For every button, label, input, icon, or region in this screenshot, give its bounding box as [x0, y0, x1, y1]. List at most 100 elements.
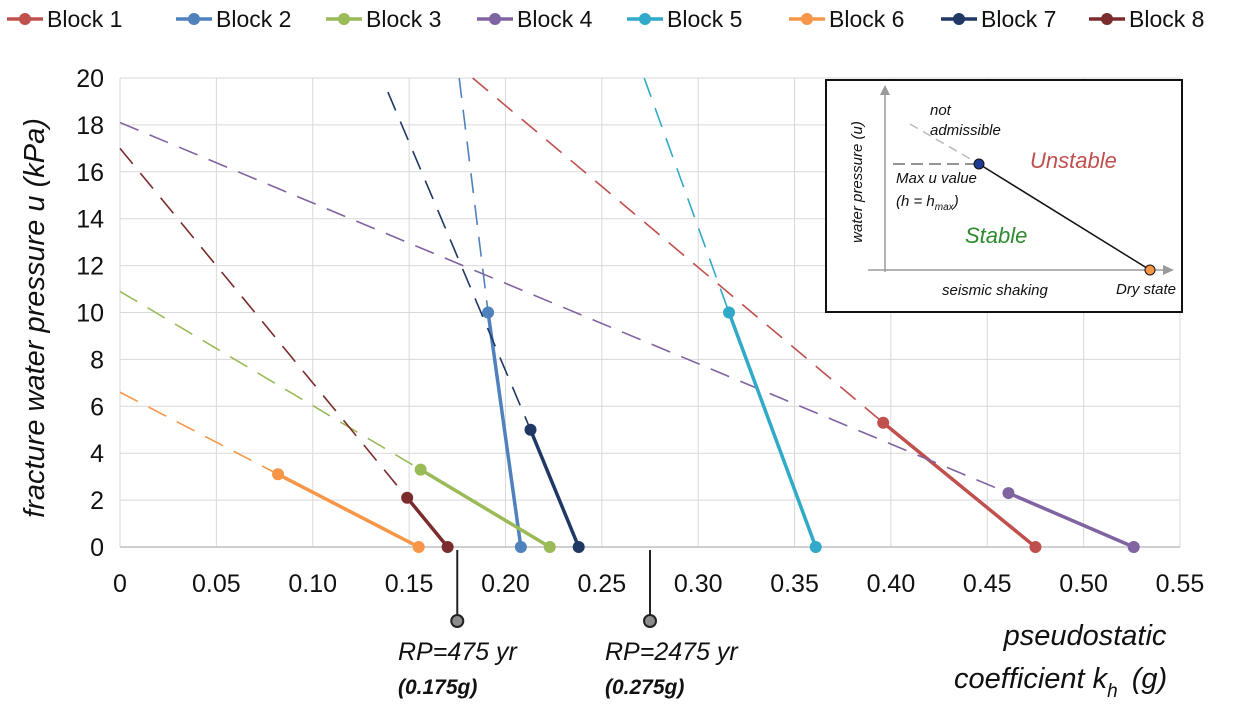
series-dashed-line [472, 77, 884, 424]
series-solid-line [276, 472, 421, 549]
x-tick-label: 0.15 [385, 570, 434, 598]
inset-not-admissible-2: admissible [930, 122, 1001, 139]
legend-item: Block 4 [477, 6, 593, 32]
x-tick-label: 0.50 [1059, 570, 1108, 598]
data-point [412, 541, 425, 553]
data-point [272, 468, 285, 481]
rp-label: RP=475 yr [398, 638, 518, 666]
data-point [1002, 487, 1015, 500]
inset-max-u-hmax: (h = hmax) [896, 193, 959, 213]
inset-y-label: water pressure (u) [849, 121, 866, 243]
legend-label: Block 8 [1129, 6, 1204, 32]
series-solid-line [1006, 491, 1136, 549]
inset-schematic: water pressure (u) seismic shaking not a… [825, 79, 1183, 313]
x-axis-ticks: 0 0.05 0.10 0.15 0.20 0.25 0.30 0.35 0.40 0.45 0.5… [113, 570, 1204, 598]
x-axis-label-line2: coefficient kh (g) [954, 663, 1167, 702]
legend-swatch-marker [1101, 13, 1113, 25]
legend: Block 1 Block 2 Block 3 Block 4 Block 5 Block… [7, 6, 1204, 32]
inset-x-arrow [1163, 265, 1174, 275]
rp-value: (0.175g) [398, 676, 477, 699]
y-tick-label: 12 [76, 253, 104, 281]
legend-swatch-marker [338, 13, 350, 25]
legend-label: Block 4 [517, 6, 593, 32]
series-dashed-line [119, 147, 408, 499]
rp-annotation: RP=2475 yr (0.275g) [605, 550, 739, 699]
series-dashed-line [119, 391, 279, 476]
y-tick-label: 2 [90, 487, 104, 515]
series-block-3 [119, 290, 556, 553]
series-block-4 [119, 121, 1140, 553]
inset-max-u-point [973, 158, 985, 170]
legend-label: Block 1 [47, 6, 122, 32]
data-point [543, 541, 556, 553]
series-block-1 [472, 77, 1042, 553]
legend-swatch-marker [639, 13, 651, 25]
inset-frame [825, 79, 1183, 313]
data-point [514, 541, 527, 553]
data-point [482, 306, 495, 319]
x-tick-label: 0 [113, 570, 127, 598]
legend-item: Block 7 [941, 6, 1056, 32]
legend-label: Block 3 [366, 6, 441, 32]
rp-label: RP=2475 yr [605, 638, 739, 666]
inset-unstable-label: Unstable [1030, 148, 1117, 173]
y-tick-label: 8 [90, 346, 104, 374]
data-point [441, 541, 454, 553]
legend-item: Block 1 [7, 6, 122, 32]
data-point [877, 416, 890, 429]
x-tick-label: 0.25 [577, 570, 626, 598]
inset-boundary-line [978, 163, 1151, 271]
x-tick-label: 0.10 [288, 570, 337, 598]
series-solid-line [727, 310, 818, 549]
rp-annotation: RP=475 yr (0.175g) [398, 550, 518, 699]
series-block-2 [458, 77, 527, 553]
inset-y-arrow [880, 85, 890, 95]
data-point [809, 541, 822, 553]
series-solid-line [528, 428, 581, 549]
x-tick-label: 0.30 [674, 570, 723, 598]
x-tick-label: 0.20 [481, 570, 530, 598]
y-tick-label: 4 [90, 440, 104, 468]
inset-x-label: seismic shaking [942, 282, 1049, 299]
series-dashed-line [119, 121, 1009, 494]
legend-swatch-marker [188, 13, 200, 25]
y-tick-label: 6 [90, 393, 104, 421]
x-tick-label: 0.40 [867, 570, 916, 598]
legend-swatch-marker [489, 13, 501, 25]
legend-item: Block 8 [1089, 6, 1204, 32]
y-tick-label: 18 [76, 112, 104, 140]
series-block-8 [119, 147, 454, 553]
y-tick-label: 14 [76, 206, 104, 234]
legend-item: Block 5 [627, 6, 742, 32]
return-period-annotations: RP=475 yr (0.175g) RP=2475 yr (0.275g) [398, 550, 739, 699]
series-dashed-line [119, 290, 422, 471]
inset-max-u-label: Max u value [896, 170, 977, 187]
inset-not-admissible-1: not [930, 102, 952, 119]
rp-value: (0.275g) [605, 676, 684, 699]
x-axis-label-unit: (g) [1132, 663, 1167, 695]
y-tick-label: 0 [90, 534, 104, 562]
series-solid-line [405, 496, 450, 549]
legend-swatch-marker [19, 13, 31, 25]
y-tick-label: 20 [76, 65, 104, 93]
data-point [572, 541, 585, 553]
legend-label: Block 6 [829, 6, 904, 32]
legend-label: Block 2 [216, 6, 291, 32]
legend-swatch-marker [801, 13, 813, 25]
x-axis-label-sub: h [1107, 681, 1118, 702]
legend-label: Block 5 [667, 6, 742, 32]
data-point [1127, 541, 1140, 553]
series-layer [119, 77, 1140, 553]
rp-marker-dot [450, 614, 465, 628]
series-block-7 [387, 91, 585, 553]
inset-not-admissible-line [909, 123, 980, 165]
data-point [723, 306, 736, 319]
inset-dry-state-label: Dry state [1116, 281, 1176, 298]
y-tick-label: 10 [76, 300, 104, 328]
series-block-5 [643, 77, 822, 553]
legend-item: Block 3 [326, 6, 441, 32]
legend-swatch-marker [953, 13, 965, 25]
inset-stable-label: Stable [965, 223, 1027, 248]
data-point [414, 463, 427, 476]
